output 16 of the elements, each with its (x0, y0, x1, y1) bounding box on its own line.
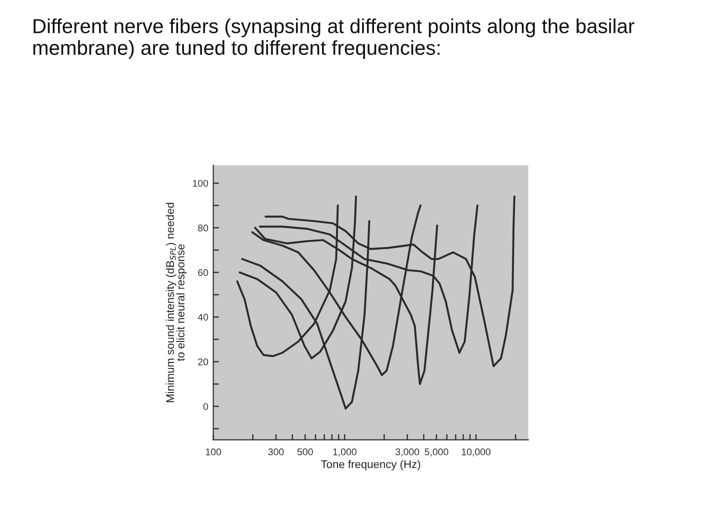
x-tick-label: 1,000 (333, 448, 356, 456)
x-tick-label: 10,000 (462, 448, 490, 456)
y-tick-label: 60 (198, 269, 208, 276)
y-tick-label: 100 (192, 180, 208, 187)
x-tick-label: 100 (206, 448, 222, 456)
y-axis-title: Minimum sound intensity (dB$_{SPL}$) needed to elicit neural response (166, 202, 187, 402)
x-tick-label: 5,000 (424, 448, 448, 456)
y-tick-label: 0 (203, 403, 208, 410)
x-axis-title: Tone frequency (Hz) (321, 460, 420, 470)
y-tick-label: 80 (198, 224, 208, 232)
x-tick-label: 300 (268, 448, 284, 456)
y-tick-label: 20 (198, 358, 208, 366)
chart-title: Different nerve fibers (synapsing at different points along the basilar membrane) are tuned to different frequencies: (33, 18, 634, 59)
x-tick-label: 3,000 (396, 448, 420, 456)
y-tick-label: 40 (198, 314, 208, 321)
x-tick-label: 500 (297, 448, 313, 456)
